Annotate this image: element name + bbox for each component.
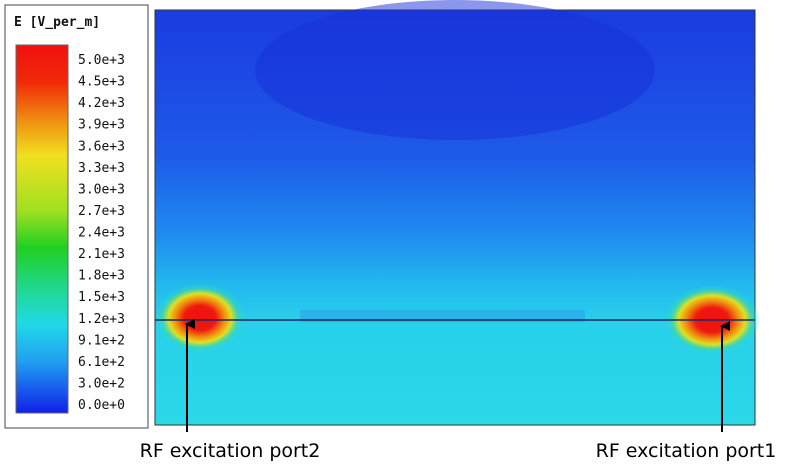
colorbar	[15, 44, 69, 414]
colorbar-label: 2.4e+3	[78, 226, 125, 241]
colorbar-label: 3.3e+3	[78, 161, 125, 176]
field-plot	[154, 0, 760, 426]
colorbar-label: 9.1e+2	[78, 333, 125, 348]
colorbar-labels: 5.0e+3 4.5e+3 4.2e+3 3.9e+3 3.6e+3 3.3e+3 3.0e…	[78, 53, 125, 413]
colorbar-label: 6.1e+2	[78, 355, 125, 370]
colorbar-label: 1.8e+3	[78, 269, 125, 284]
colorbar-label: 2.1e+3	[78, 247, 125, 262]
colorbar-label: 1.5e+3	[78, 290, 125, 305]
colorbar-label: 3.6e+3	[78, 139, 125, 154]
colorbar-label: 5.0e+3	[78, 53, 125, 68]
legend-title: E [V_per_m]	[14, 15, 100, 30]
colorbar-label: 2.7e+3	[78, 204, 125, 219]
colorbar-label: 3.9e+3	[78, 118, 125, 133]
annotation: RF excitation port2	[140, 440, 321, 462]
colorbar-label: 4.5e+3	[78, 75, 125, 90]
colorbar-label: 3.0e+2	[78, 376, 125, 391]
colorbar-label: 3.0e+3	[78, 182, 125, 197]
colorbar-label: 1.2e+3	[78, 312, 125, 327]
colorbar-label: 4.2e+3	[78, 96, 125, 111]
colorbar-label: 0.0e+0	[78, 398, 125, 413]
annotation: RF excitation port1	[596, 440, 777, 462]
